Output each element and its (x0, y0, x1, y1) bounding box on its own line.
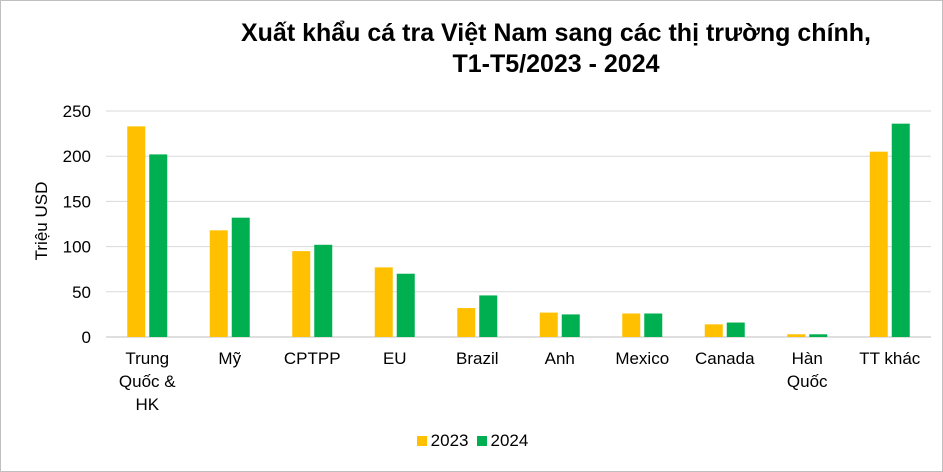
bar-2024-1 (231, 217, 250, 337)
x-tick-label: Trung (125, 349, 169, 368)
y-tick-label: 250 (63, 102, 91, 121)
y-tick-label: 0 (82, 328, 91, 347)
bar-chart: 0 50 100 150 200 250 Triệu USD Trung Quốc & HK Mỹ C… (32, 102, 931, 414)
bar-2023-8 (787, 334, 806, 337)
chart-title: Xuất khẩu cá tra Việt Nam sang các thị t… (131, 18, 943, 80)
bar-2024-9 (891, 123, 910, 337)
bar-2024-3 (396, 273, 415, 337)
x-tick-label: CPTPP (284, 349, 341, 368)
chart-title-line-1: Xuất khẩu cá tra Việt Nam sang các thị t… (240, 19, 872, 47)
bar-2023-0 (127, 126, 146, 337)
y-axis-title: Triệu USD (32, 182, 51, 261)
x-tick-label: Mỹ (218, 349, 241, 368)
bar-2023-7 (704, 324, 723, 337)
y-tick-label: 100 (63, 238, 91, 257)
bar-2024-8 (809, 334, 828, 337)
bar-2023-1 (209, 230, 228, 337)
x-tick-label: HK (135, 395, 159, 414)
x-tick-label: Quốc (787, 372, 828, 391)
y-tick-label: 150 (63, 192, 91, 211)
bar-2023-9 (869, 151, 888, 337)
legend-item-2024: 2024 (476, 431, 529, 451)
bar-2024-7 (726, 322, 745, 337)
legend-label-2023: 2023 (430, 431, 469, 450)
legend-label-2024: 2024 (490, 431, 529, 450)
bar-2024-4 (479, 295, 498, 337)
chart-title-line-2: T1-T5/2023 - 2024 (452, 50, 660, 78)
x-tick-label: Mexico (615, 349, 669, 368)
bar-2024-0 (149, 154, 168, 337)
bar-2024-2 (314, 244, 333, 337)
x-tick-label: Quốc & (119, 372, 176, 391)
x-tick-label: Anh (545, 349, 575, 368)
bar-2024-6 (644, 313, 663, 337)
bar-2024-5 (561, 314, 580, 337)
y-tick-label: 50 (72, 283, 91, 302)
x-tick-label: Canada (695, 349, 755, 368)
bar-2023-3 (374, 267, 393, 337)
bar-2023-4 (457, 308, 476, 337)
x-tick-label: TT khác (859, 349, 921, 368)
bar-2023-2 (292, 251, 311, 337)
bar-2023-5 (539, 312, 558, 337)
y-tick-label: 200 (63, 147, 91, 166)
legend-swatch-2024 (476, 436, 487, 446)
bar-2023-6 (622, 313, 641, 337)
x-tick-label: Brazil (456, 349, 499, 368)
x-tick-label: Hàn (792, 349, 823, 368)
legend-item-2023: 2023 (416, 431, 469, 451)
legend-swatch-2023 (416, 436, 427, 446)
x-tick-label: EU (383, 349, 407, 368)
legend: 2023 2024 (1, 431, 943, 451)
